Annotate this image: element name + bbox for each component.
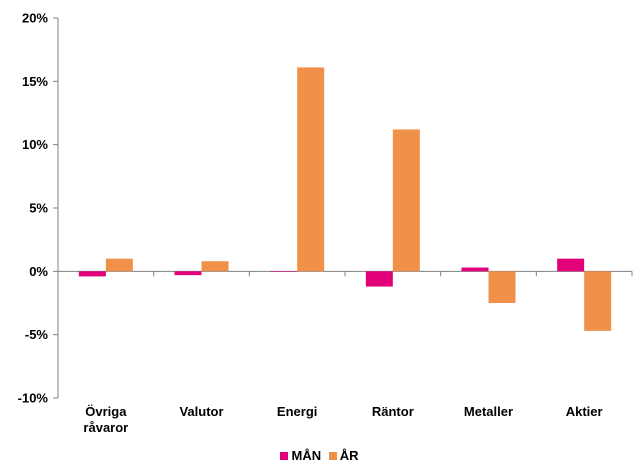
bar-ar	[201, 261, 229, 272]
x-category-label: Metaller	[464, 404, 513, 419]
legend: MÅN ÅR	[0, 448, 639, 463]
y-tick-label: -5%	[25, 327, 49, 342]
x-axis-ticks	[57, 271, 633, 277]
x-category-label: Räntor	[372, 404, 414, 419]
x-category-label: Aktier	[566, 404, 603, 419]
bar-man	[557, 258, 585, 272]
bar-man	[78, 271, 106, 277]
x-category-label: Energi	[277, 404, 317, 419]
bar-ar	[392, 129, 420, 272]
legend-label-man: MÅN	[291, 448, 322, 463]
bars	[78, 67, 612, 331]
bar-man	[365, 271, 393, 287]
bar-chart: -10% -5% 0% 5% 10% 15% 20% Övriga råvaror Valuto…	[18, 11, 633, 435]
category-labels: Övriga råvaror Valutor Energi Räntor Metaller…	[83, 404, 602, 435]
bar-ar	[584, 271, 612, 331]
y-tick-label: 20%	[22, 11, 48, 26]
legend-item-man: MÅN	[280, 448, 321, 463]
bar-ar	[488, 271, 516, 303]
y-tick-label: 10%	[22, 137, 48, 152]
x-category-label: Övriga råvaror	[83, 404, 128, 435]
y-tick-label: 0%	[29, 264, 48, 279]
bar-man	[270, 271, 298, 272]
y-tick-label: 15%	[22, 74, 48, 89]
y-tick-label: 5%	[29, 201, 48, 216]
legend-swatch-man	[280, 452, 289, 460]
bar-man	[174, 271, 202, 276]
legend-swatch-ar	[328, 452, 337, 460]
legend-item-ar: ÅR	[328, 448, 359, 463]
bar-man	[461, 267, 489, 272]
y-axis-ticks: -10% -5% 0% 5% 10% 15% 20%	[18, 11, 58, 406]
bar-ar	[297, 67, 325, 272]
x-category-label: Valutor	[179, 404, 223, 419]
bar-ar	[105, 258, 133, 272]
y-tick-label: -10%	[18, 391, 49, 406]
legend-label-ar: ÅR	[339, 448, 359, 463]
